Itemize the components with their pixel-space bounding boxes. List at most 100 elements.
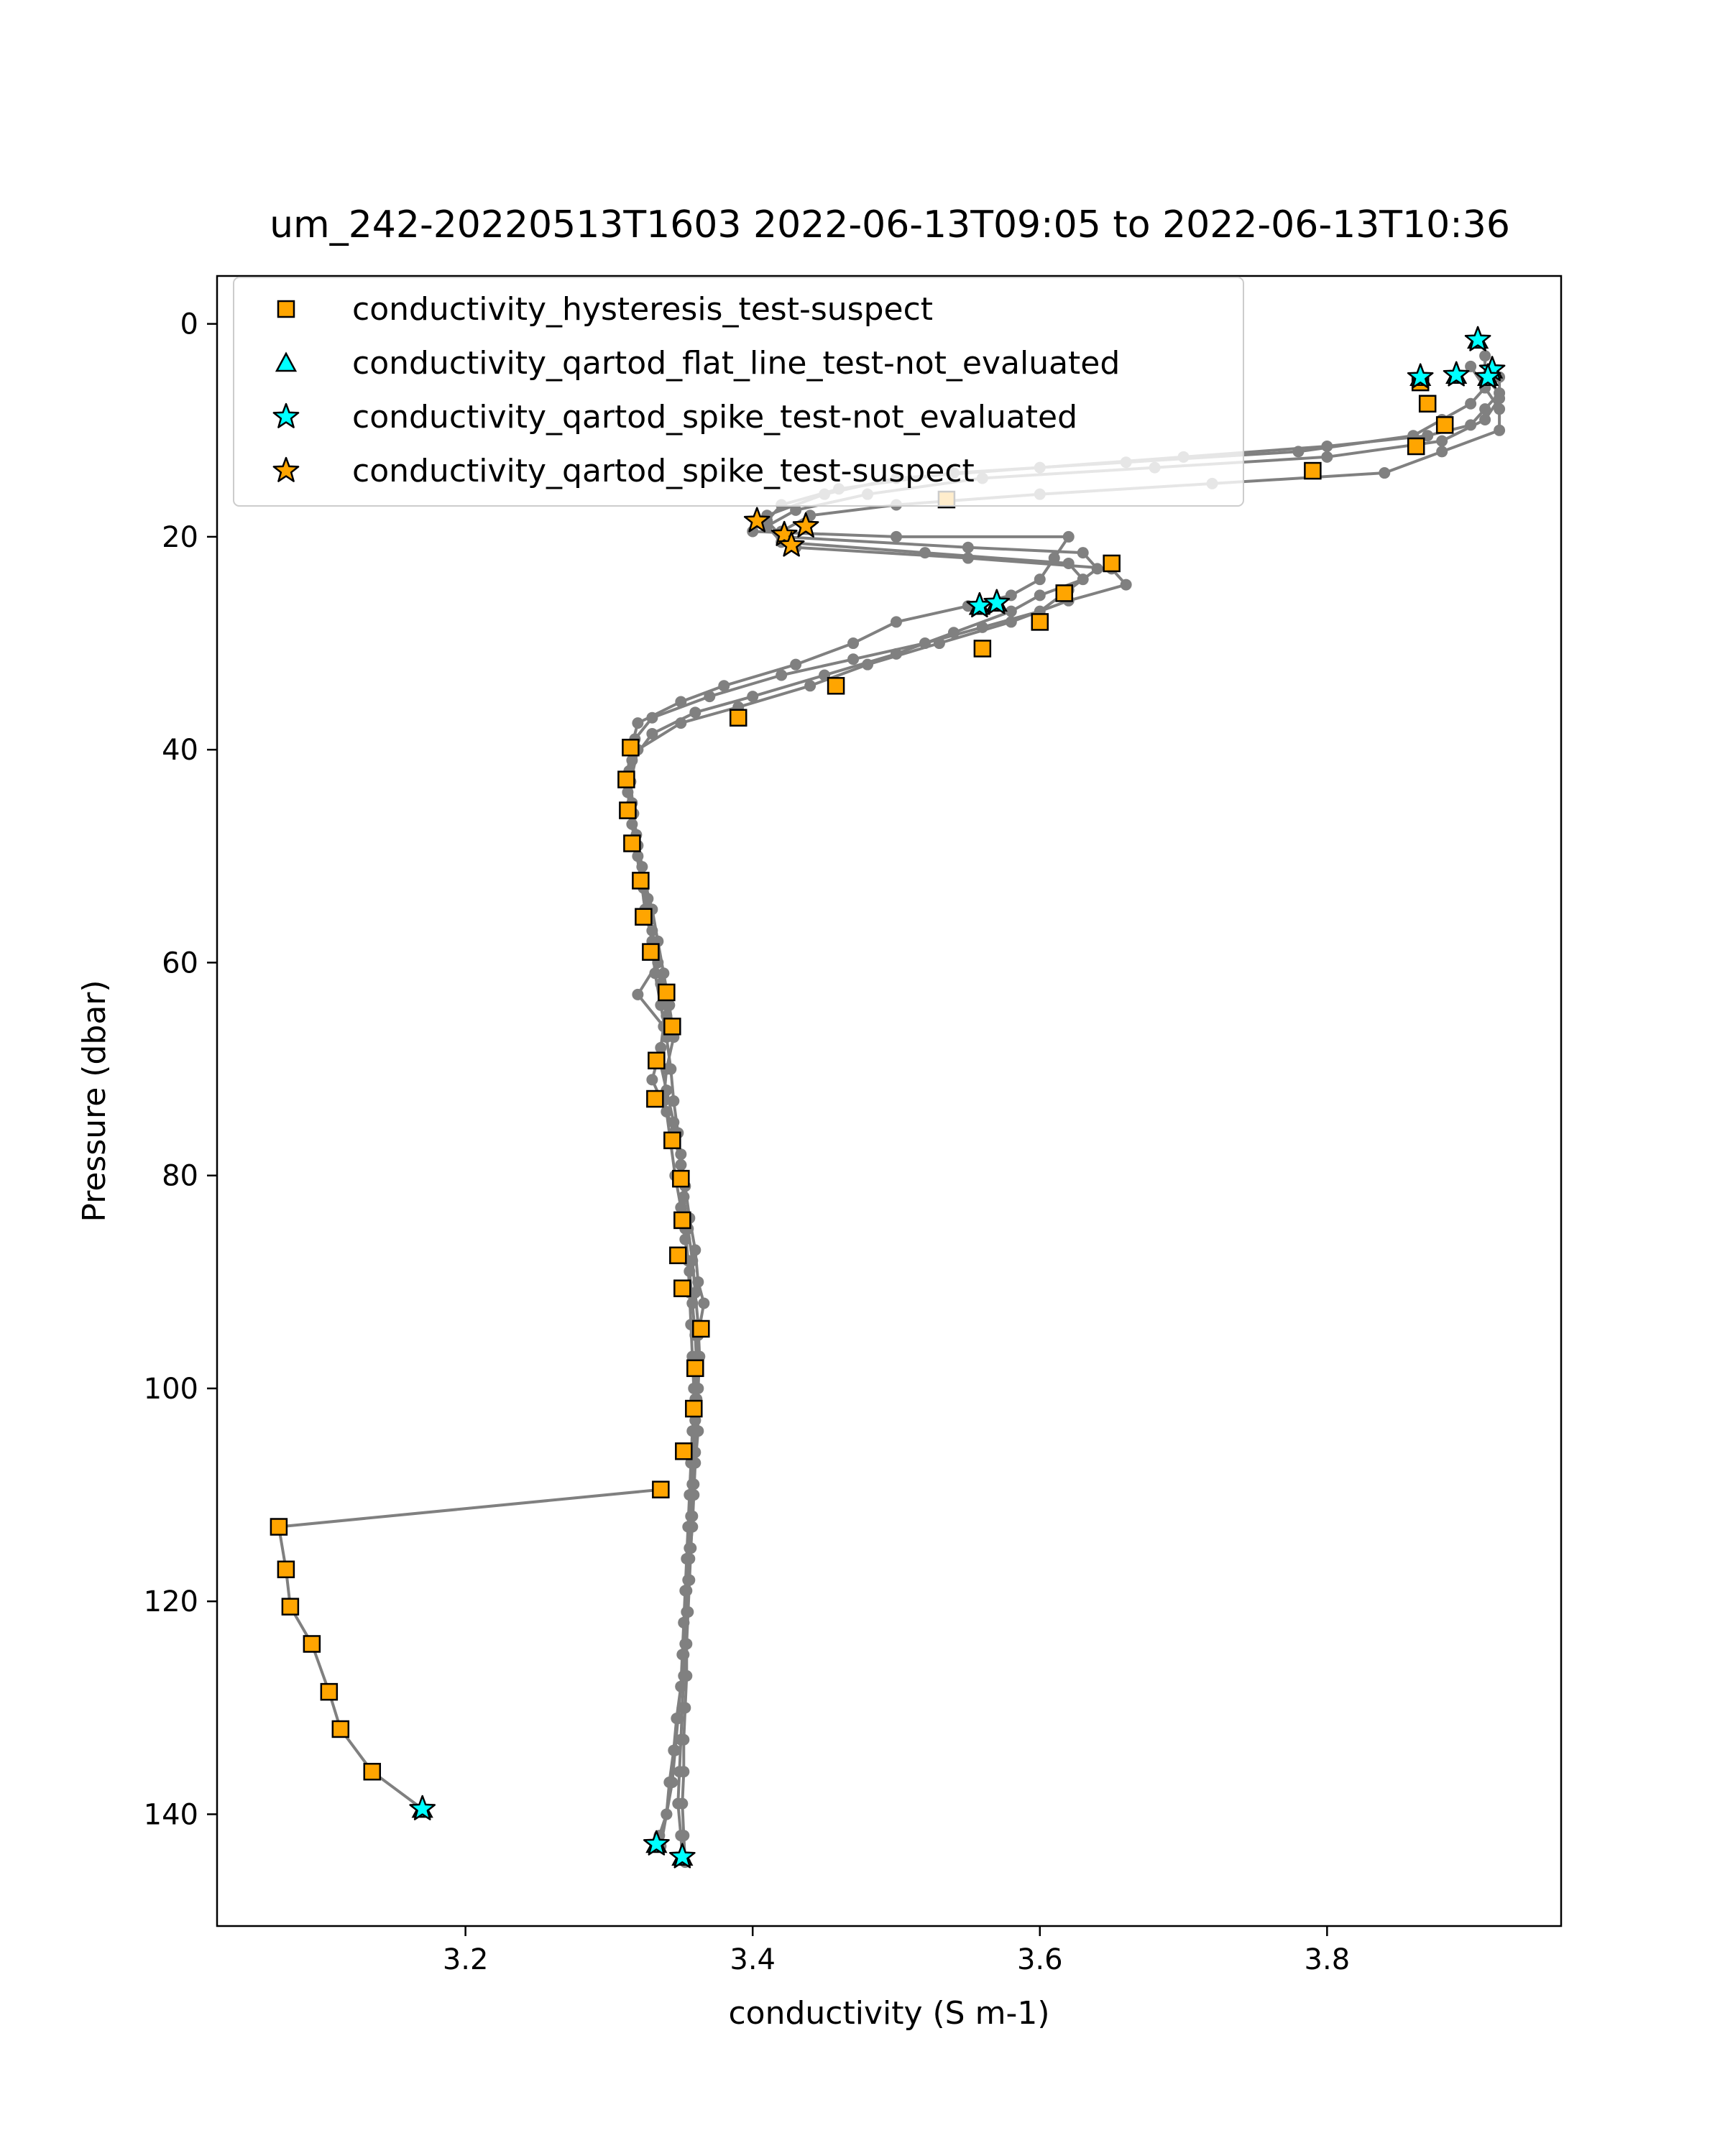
profile-point (684, 1574, 696, 1586)
y-tick-label: 80 (162, 1160, 198, 1193)
legend-marker (277, 300, 295, 318)
legend: conductivity_hysteresis_test-suspectcond… (233, 277, 1244, 507)
series-0-marker (617, 770, 635, 788)
profile-lines (272, 350, 1506, 1869)
profile-point (676, 1797, 689, 1810)
flag-markers (270, 326, 1506, 1869)
profile-point (686, 1510, 699, 1522)
profile-point (1034, 573, 1046, 586)
profile-point (947, 627, 960, 639)
series-3-marker (743, 507, 770, 533)
series-0-marker (663, 1131, 681, 1150)
profile-point (675, 1680, 687, 1692)
series-0-marker (632, 872, 650, 890)
profile-point (678, 1191, 690, 1203)
profile-point (1465, 360, 1477, 372)
profile-point (1436, 446, 1448, 458)
profile-point (681, 1638, 693, 1650)
profile-point (689, 1286, 702, 1299)
series-0-marker (973, 640, 992, 658)
profile-point (804, 680, 816, 692)
series-0-marker (686, 1359, 704, 1378)
series-0-marker (673, 1211, 691, 1230)
x-tick-label: 3.6 (1017, 1943, 1063, 1976)
profile-point (1494, 403, 1506, 415)
profile-point (847, 637, 860, 650)
profile-point (1005, 605, 1017, 617)
series-2-marker (983, 589, 1011, 614)
profile-point (704, 691, 716, 703)
legend-marker (272, 456, 300, 482)
profile-point (661, 1808, 673, 1820)
legend-marker (272, 402, 300, 428)
profile-point (689, 706, 702, 719)
series-0-marker (827, 677, 845, 695)
profile-point (678, 1733, 690, 1746)
x-tick-label: 3.8 (1305, 1943, 1351, 1976)
series-0-marker (623, 834, 641, 852)
chart-title: um_242-20220513T1603 2022-06-13T09:05 to… (270, 203, 1510, 247)
profile-point (658, 967, 670, 980)
profile-point (1494, 392, 1506, 405)
series-2-marker (1443, 361, 1470, 387)
profile-point (694, 1350, 706, 1363)
profile-point (776, 669, 788, 681)
profile-point (646, 727, 658, 740)
series-0-marker (331, 1720, 350, 1738)
y-axis-label: Pressure (dbar) (76, 980, 113, 1222)
profile-point (1436, 435, 1448, 447)
legend-entry: conductivity_qartod_spike_test-suspect (352, 453, 975, 489)
profile-line (629, 387, 1501, 1863)
profile-point (632, 988, 644, 1000)
series-2-marker (1407, 363, 1434, 389)
x-tick-label: 3.2 (443, 1943, 489, 1976)
series-0-marker (1055, 584, 1073, 602)
series-3-marker (778, 531, 805, 557)
series-3-marker (792, 512, 819, 538)
profile-point (1479, 413, 1491, 425)
profile-point (679, 1702, 691, 1714)
profile-point (688, 1478, 700, 1491)
series-0-marker (1103, 554, 1121, 573)
profile-point (718, 680, 730, 692)
profile-point (669, 1744, 681, 1756)
series-0-marker (729, 709, 748, 727)
profile-point (1005, 616, 1017, 628)
profile-point (790, 504, 802, 516)
series-0-marker (658, 983, 676, 1002)
profile-point (962, 541, 974, 553)
y-tick-label: 140 (144, 1798, 198, 1831)
series-2-marker (643, 1830, 670, 1856)
y-tick-label: 40 (162, 734, 198, 767)
profile-point (682, 1606, 694, 1618)
series-0-marker (692, 1319, 710, 1338)
x-axis: 3.2 3.4 3.6 3.8 (443, 1926, 1350, 1976)
x-axis-label: conductivity (S m-1) (728, 1995, 1049, 2032)
y-tick-label: 20 (162, 521, 198, 554)
series-3-marker (770, 520, 798, 546)
series-0-marker (663, 1018, 681, 1036)
profile-point (1465, 397, 1477, 410)
series-0-marker (1418, 395, 1437, 413)
series-0-marker (622, 738, 640, 757)
x-tick-label: 3.4 (730, 1943, 776, 1976)
series-0-marker (672, 1169, 690, 1188)
profile-point (663, 999, 676, 1011)
legend-marker (275, 351, 298, 372)
profile-point (698, 1297, 710, 1309)
series-0-marker (642, 943, 660, 961)
series-0-marker (270, 1518, 288, 1536)
series-2-marker (668, 1843, 696, 1869)
profile-point (678, 1830, 690, 1842)
series-0-marker (669, 1246, 687, 1265)
profile-point (681, 1669, 693, 1682)
series-0-marker (635, 908, 653, 926)
legend-entry: conductivity_qartod_spike_test-not_evalu… (352, 399, 1077, 436)
profile-point (675, 717, 687, 729)
series-0-marker (652, 1480, 670, 1498)
series-0-marker (675, 1442, 693, 1460)
profile-point (847, 653, 860, 665)
y-tick-label: 0 (180, 308, 198, 341)
profile-point (672, 1713, 684, 1725)
